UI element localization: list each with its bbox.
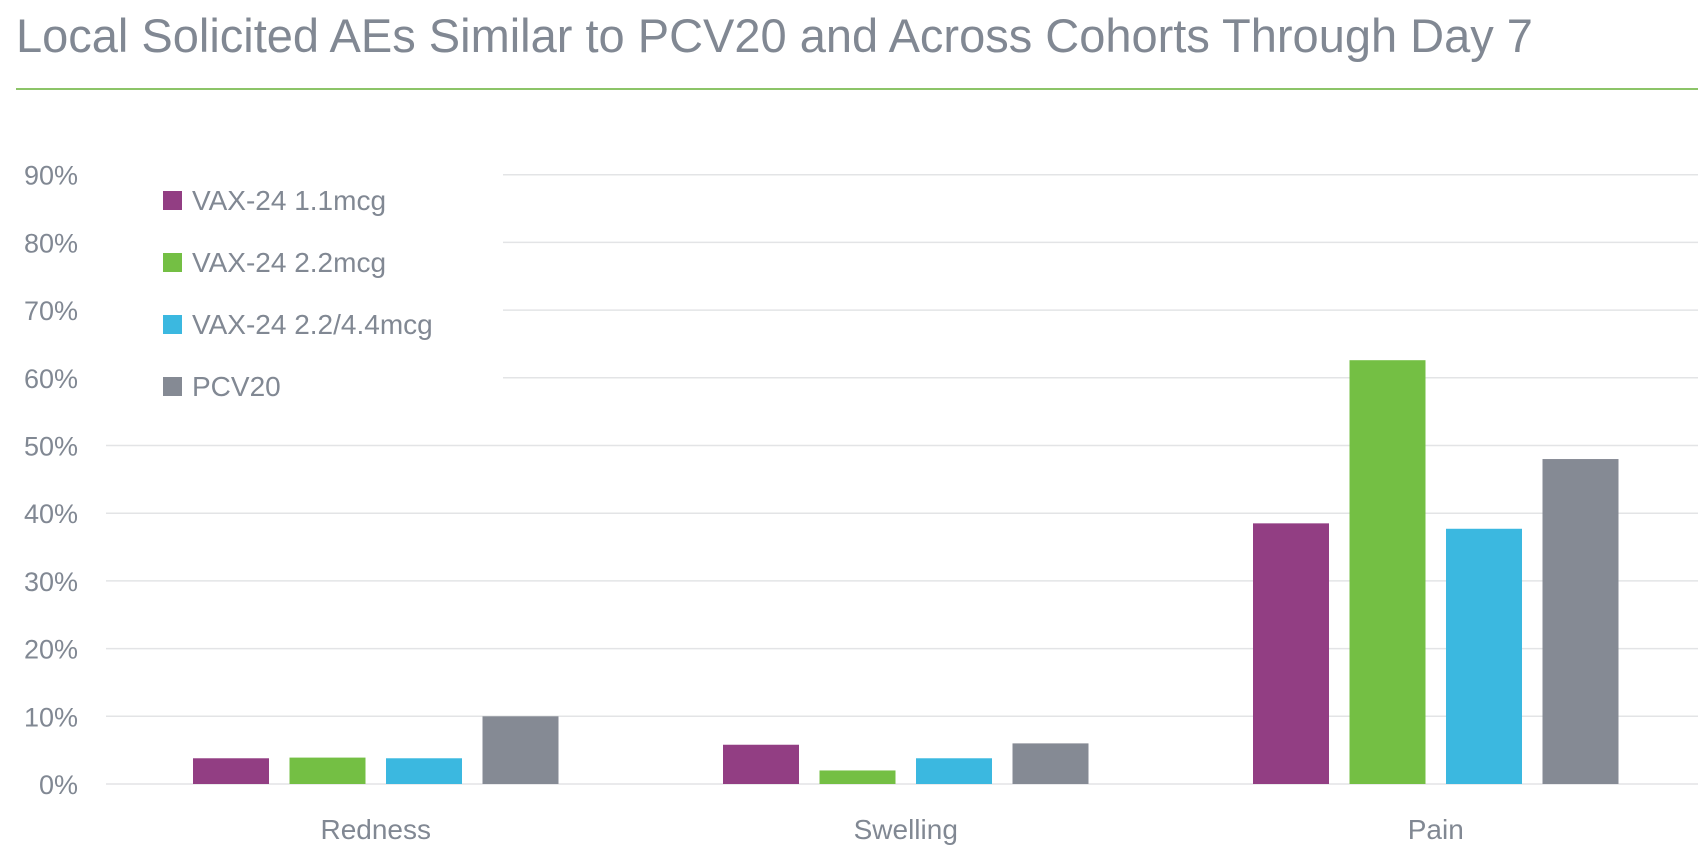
bar-swelling-2 [819,770,896,784]
x-category-label: Pain [1408,814,1464,845]
legend: VAX-24 1.1mcg VAX-24 2.2mcg VAX-24 2.2/4.4… [163,185,433,402]
x-category-label: Swelling [854,814,958,845]
bar-redness-1 [193,758,269,784]
bar-redness-4 [482,716,559,784]
bar-redness-3 [386,758,462,784]
y-tick-label: 50% [24,432,78,462]
bar-swelling-1 [723,744,799,784]
y-tick-label: 20% [24,635,78,665]
page-title: Local Solicited AEs Similar to PCV20 and… [16,9,1533,62]
bars [193,360,1619,784]
legend-label: PCV20 [192,371,281,402]
y-tick-label: 80% [24,228,78,258]
gridlines [106,173,1698,785]
y-tick-label: 90% [24,161,78,191]
bar-pain-2 [1349,360,1426,784]
x-category-label: Redness [320,814,431,845]
legend-label: VAX-24 2.2mcg [192,247,386,278]
bar-redness-2 [289,757,366,784]
y-tick-label: 30% [24,567,78,597]
title-divider [16,88,1698,90]
legend-swatch [163,377,182,396]
y-tick-label: 10% [24,702,78,732]
y-axis-ticks: 0% 10% 20% 30% 40% 50% 60% 70% 80% 90% [24,161,78,800]
bar-pain-4 [1542,459,1619,784]
legend-swatch [163,191,182,210]
x-axis-categories: Redness Swelling Pain [320,814,1463,845]
legend-label: VAX-24 1.1mcg [192,185,386,216]
bar-swelling-3 [916,758,992,784]
y-tick-label: 0% [39,770,78,800]
legend-swatch [163,315,182,334]
y-tick-label: 60% [24,364,78,394]
bar-pain-1 [1253,523,1329,784]
legend-label: VAX-24 2.2/4.4mcg [192,309,433,340]
y-tick-label: 70% [24,296,78,326]
y-tick-label: 40% [24,499,78,529]
bar-swelling-4 [1012,743,1089,784]
bar-pain-3 [1446,528,1522,784]
legend-swatch [163,253,182,272]
